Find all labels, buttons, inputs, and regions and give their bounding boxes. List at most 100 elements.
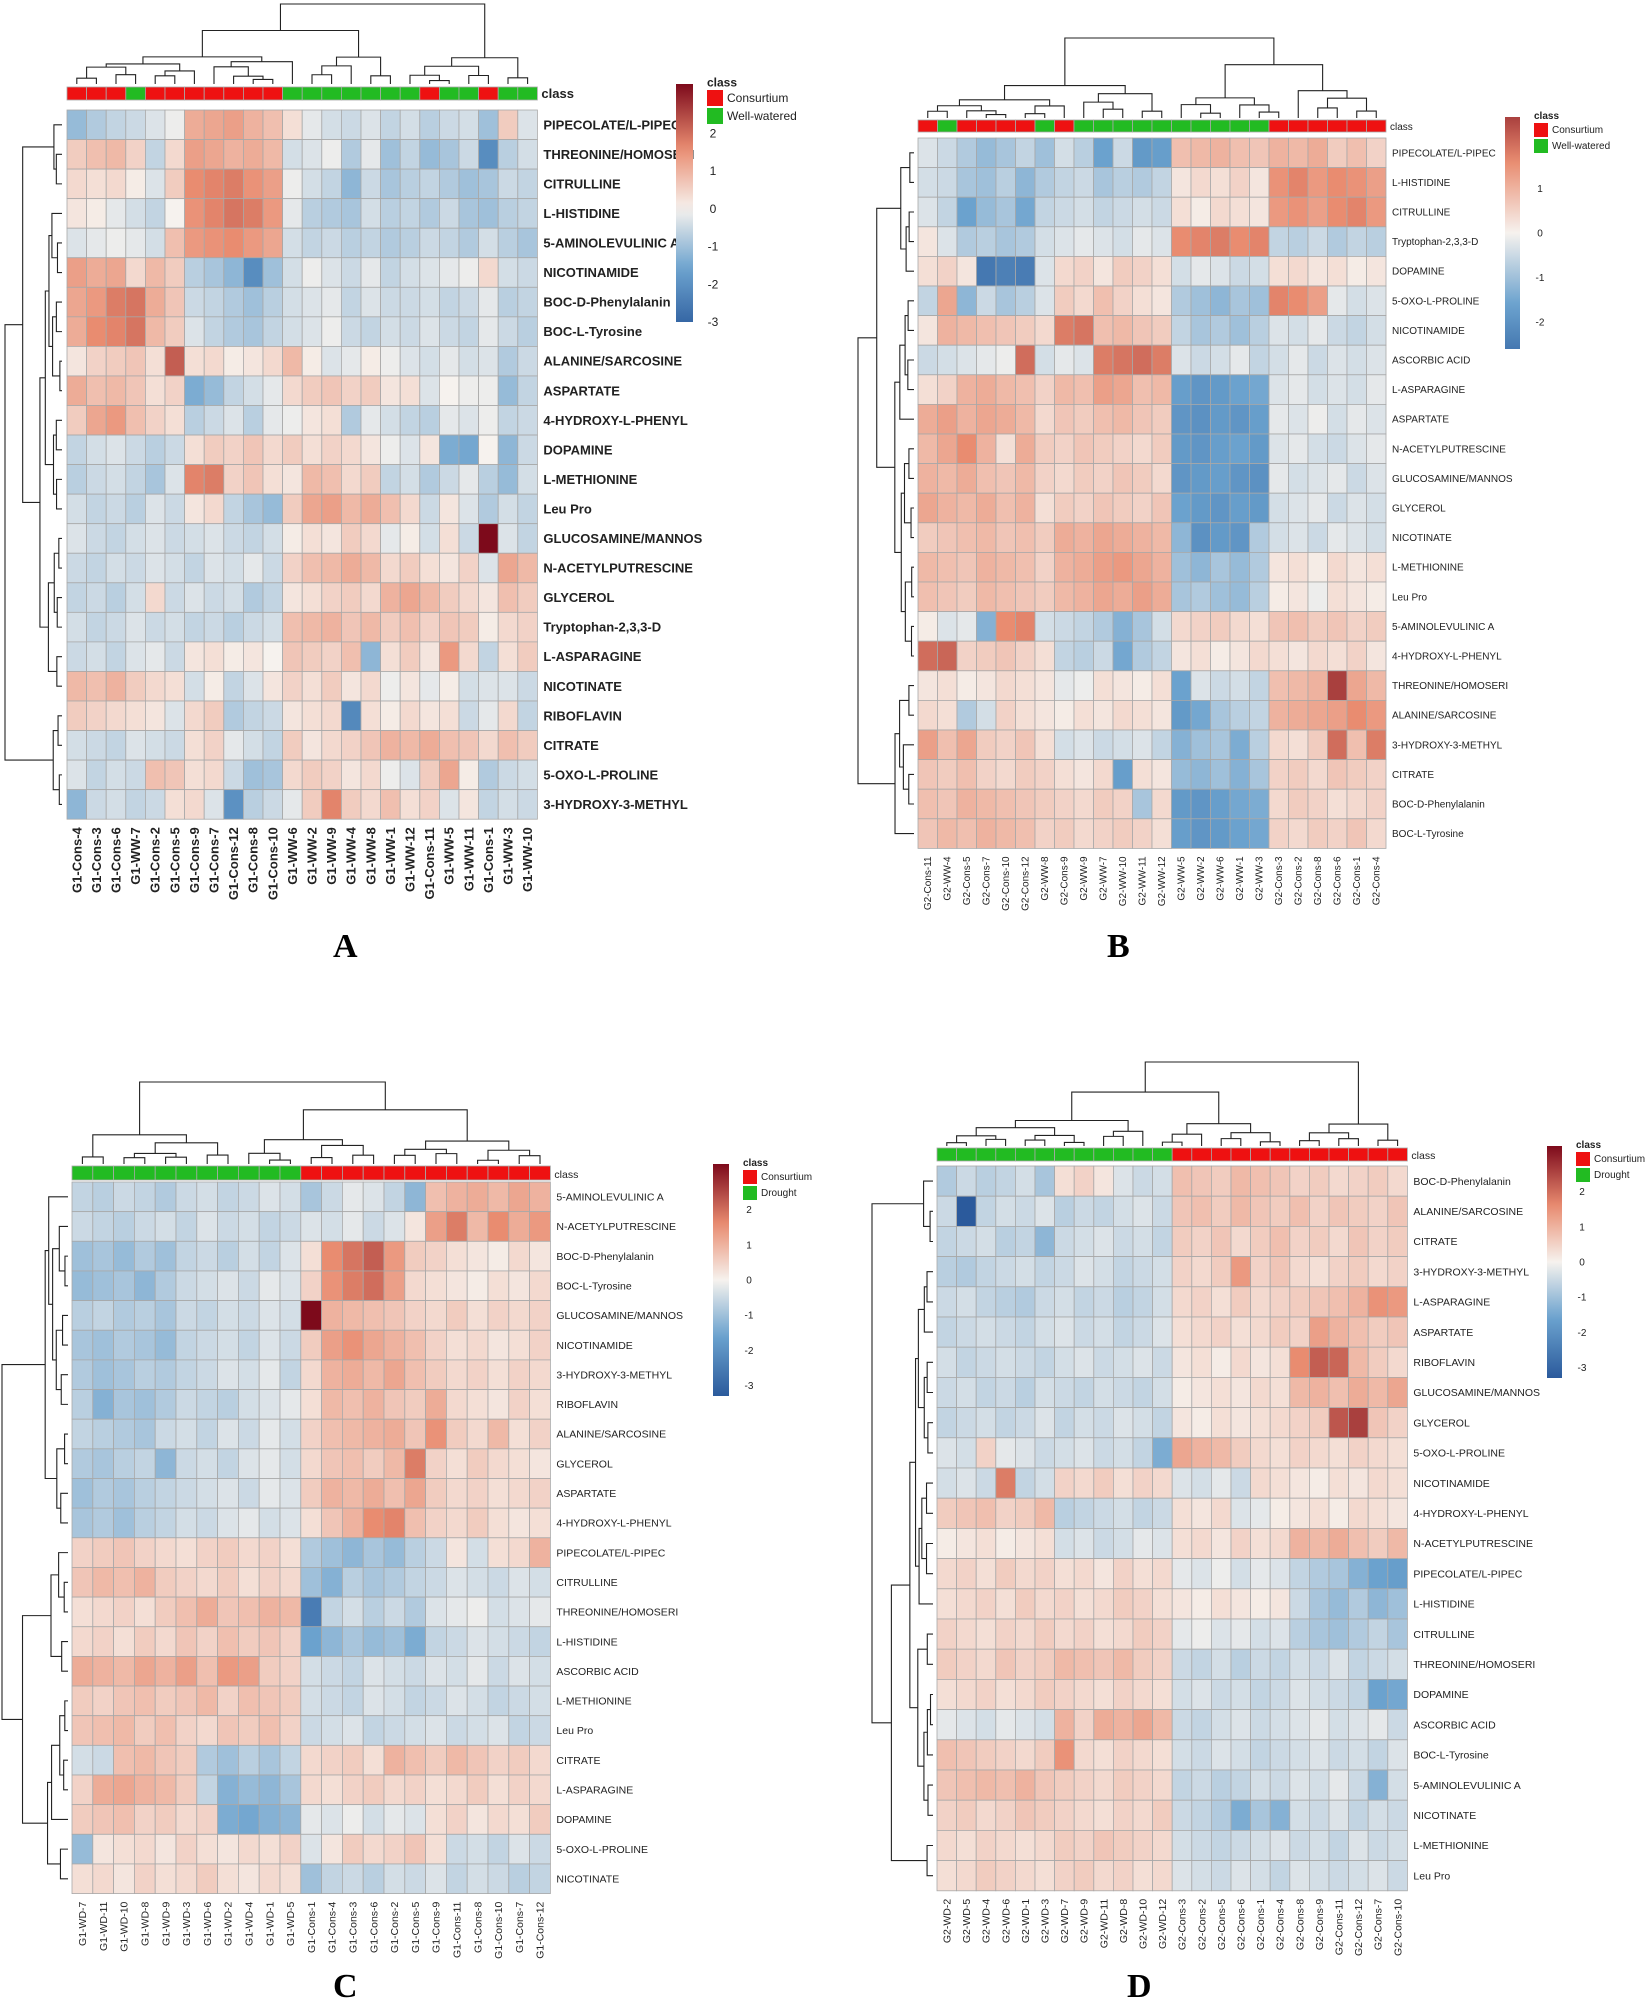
heatmap-cell: [975, 1346, 997, 1378]
heatmap-cell: [1152, 1799, 1173, 1831]
heatmap-cell: [1367, 1528, 1389, 1560]
heatmap-cell: [975, 1286, 997, 1318]
heatmap-cell: [1309, 1769, 1330, 1801]
dendrogram-branch: [1103, 1135, 1124, 1146]
heatmap-cell: [1015, 1679, 1036, 1711]
row-label: 3-HYDROXY-3-METHYL: [1413, 1266, 1529, 1278]
heatmap-cell: [1034, 1709, 1056, 1741]
heatmap-cell: [1191, 1618, 1212, 1650]
heatmap-cell: [1054, 1165, 1075, 1197]
scale-tick-label: 1: [1579, 1222, 1585, 1233]
heatmap-cell: [1367, 1648, 1389, 1680]
heatmap-cell: [956, 1195, 977, 1227]
heatmap-cell: [1289, 1769, 1310, 1801]
class-row-label: class: [541, 86, 574, 101]
dendrogram-branch: [1377, 1139, 1399, 1146]
heatmap-cell: [1171, 1226, 1193, 1258]
heatmap-cell: [1132, 1830, 1154, 1862]
heatmap-cell: [1034, 1528, 1056, 1560]
heatmap-cell: [1093, 1497, 1114, 1529]
heatmap-cell: [1328, 1497, 1350, 1529]
heatmap-cell: [1073, 1346, 1095, 1378]
class-cell: [1348, 1147, 1369, 1162]
heatmap-cell: [1328, 1226, 1350, 1258]
heatmap-cell: [975, 1256, 997, 1288]
panel-label-c: C: [333, 1968, 358, 2005]
heatmap-cell: [1289, 1286, 1310, 1318]
heatmap-cell: [1073, 1377, 1095, 1409]
heatmap-cell: [1191, 1316, 1212, 1348]
heatmap-cell: [1015, 1769, 1036, 1801]
row-label: PIPECOLATE/L-PIPEC: [1413, 1568, 1522, 1580]
heatmap-cell: [995, 1679, 1016, 1711]
heatmap-cell: [1132, 1256, 1154, 1288]
dendrogram-branch: [926, 1361, 933, 1394]
heatmap-cell: [1309, 1407, 1330, 1439]
heatmap-cell: [956, 1618, 977, 1650]
heatmap-cell: [936, 1739, 958, 1771]
heatmap-cell: [1328, 1799, 1350, 1831]
heatmap-cell: [1289, 1467, 1310, 1499]
class-cell: [1289, 1147, 1310, 1162]
heatmap-cell: [1073, 1497, 1095, 1529]
heatmap-cell: [995, 1316, 1016, 1348]
class-cell: [1015, 1147, 1036, 1162]
heatmap-cell: [1034, 1316, 1056, 1348]
heatmap-cell: [936, 1679, 958, 1711]
heatmap-cell: [1132, 1195, 1154, 1227]
heatmap-cell: [995, 1618, 1016, 1650]
heatmap-cell: [1269, 1497, 1291, 1529]
heatmap-cell: [1113, 1588, 1134, 1620]
heatmap-cell: [1289, 1860, 1310, 1892]
heatmap-cell: [1250, 1799, 1271, 1831]
heatmap-cell: [1093, 1799, 1114, 1831]
heatmap-cell: [1250, 1528, 1271, 1560]
heatmap-cell: [1171, 1316, 1193, 1348]
heatmap-cell: [995, 1377, 1016, 1409]
heatmap-cell: [1015, 1346, 1036, 1378]
heatmap-cell: [1073, 1467, 1095, 1499]
heatmap-cell: [1230, 1709, 1252, 1741]
heatmap-cell: [1367, 1407, 1389, 1439]
column-label: G2-Cons-2: [1196, 1899, 1208, 1951]
heatmap-cell: [1387, 1437, 1408, 1469]
row-label: DOPAMINE: [1413, 1689, 1468, 1701]
heatmap-cell: [1113, 1558, 1134, 1590]
heatmap-cell: [1113, 1286, 1134, 1318]
heatmap-cell: [1054, 1316, 1075, 1348]
row-label: GLUCOSAMINE/MANNOS: [1413, 1387, 1540, 1399]
heatmap-cell: [1230, 1528, 1252, 1560]
column-label: G2-WD-10: [1137, 1899, 1149, 1949]
heatmap-cell: [975, 1316, 997, 1348]
heatmap-cell: [1348, 1558, 1369, 1590]
heatmap-cell: [1328, 1256, 1350, 1288]
heatmap-cell: [1113, 1739, 1134, 1771]
heatmap-cell: [1348, 1618, 1369, 1650]
heatmap-cell: [1309, 1830, 1330, 1862]
heatmap-cell: [1367, 1679, 1389, 1711]
heatmap-cell: [1387, 1588, 1408, 1620]
heatmap-cell: [1269, 1709, 1291, 1741]
heatmap-cell: [1073, 1286, 1095, 1318]
heatmap-cell: [1093, 1618, 1114, 1650]
heatmap-cell: [1289, 1497, 1310, 1529]
heatmap-cell: [1093, 1558, 1114, 1590]
class-row-label: class: [1411, 1150, 1435, 1162]
heatmap-cell: [1289, 1407, 1310, 1439]
heatmap-cell: [1132, 1860, 1154, 1892]
heatmap-cell: [1073, 1709, 1095, 1741]
heatmap-cell: [956, 1467, 977, 1499]
heatmap-cell: [975, 1407, 997, 1439]
dendrogram-branch: [985, 1138, 1007, 1146]
heatmap-cell: [1015, 1709, 1036, 1741]
heatmap-cells: [66, 109, 538, 820]
heatmap-cell: [1093, 1377, 1114, 1409]
heatmap-cell: [995, 1799, 1016, 1831]
heatmap-cell: [956, 1648, 977, 1680]
heatmap-cell: [1073, 1195, 1095, 1227]
heatmap-cell: [1328, 1377, 1350, 1409]
dendrogram-branch: [926, 1633, 933, 1665]
heatmap-cell: [1328, 1588, 1350, 1620]
heatmap-cell: [1034, 1497, 1056, 1529]
